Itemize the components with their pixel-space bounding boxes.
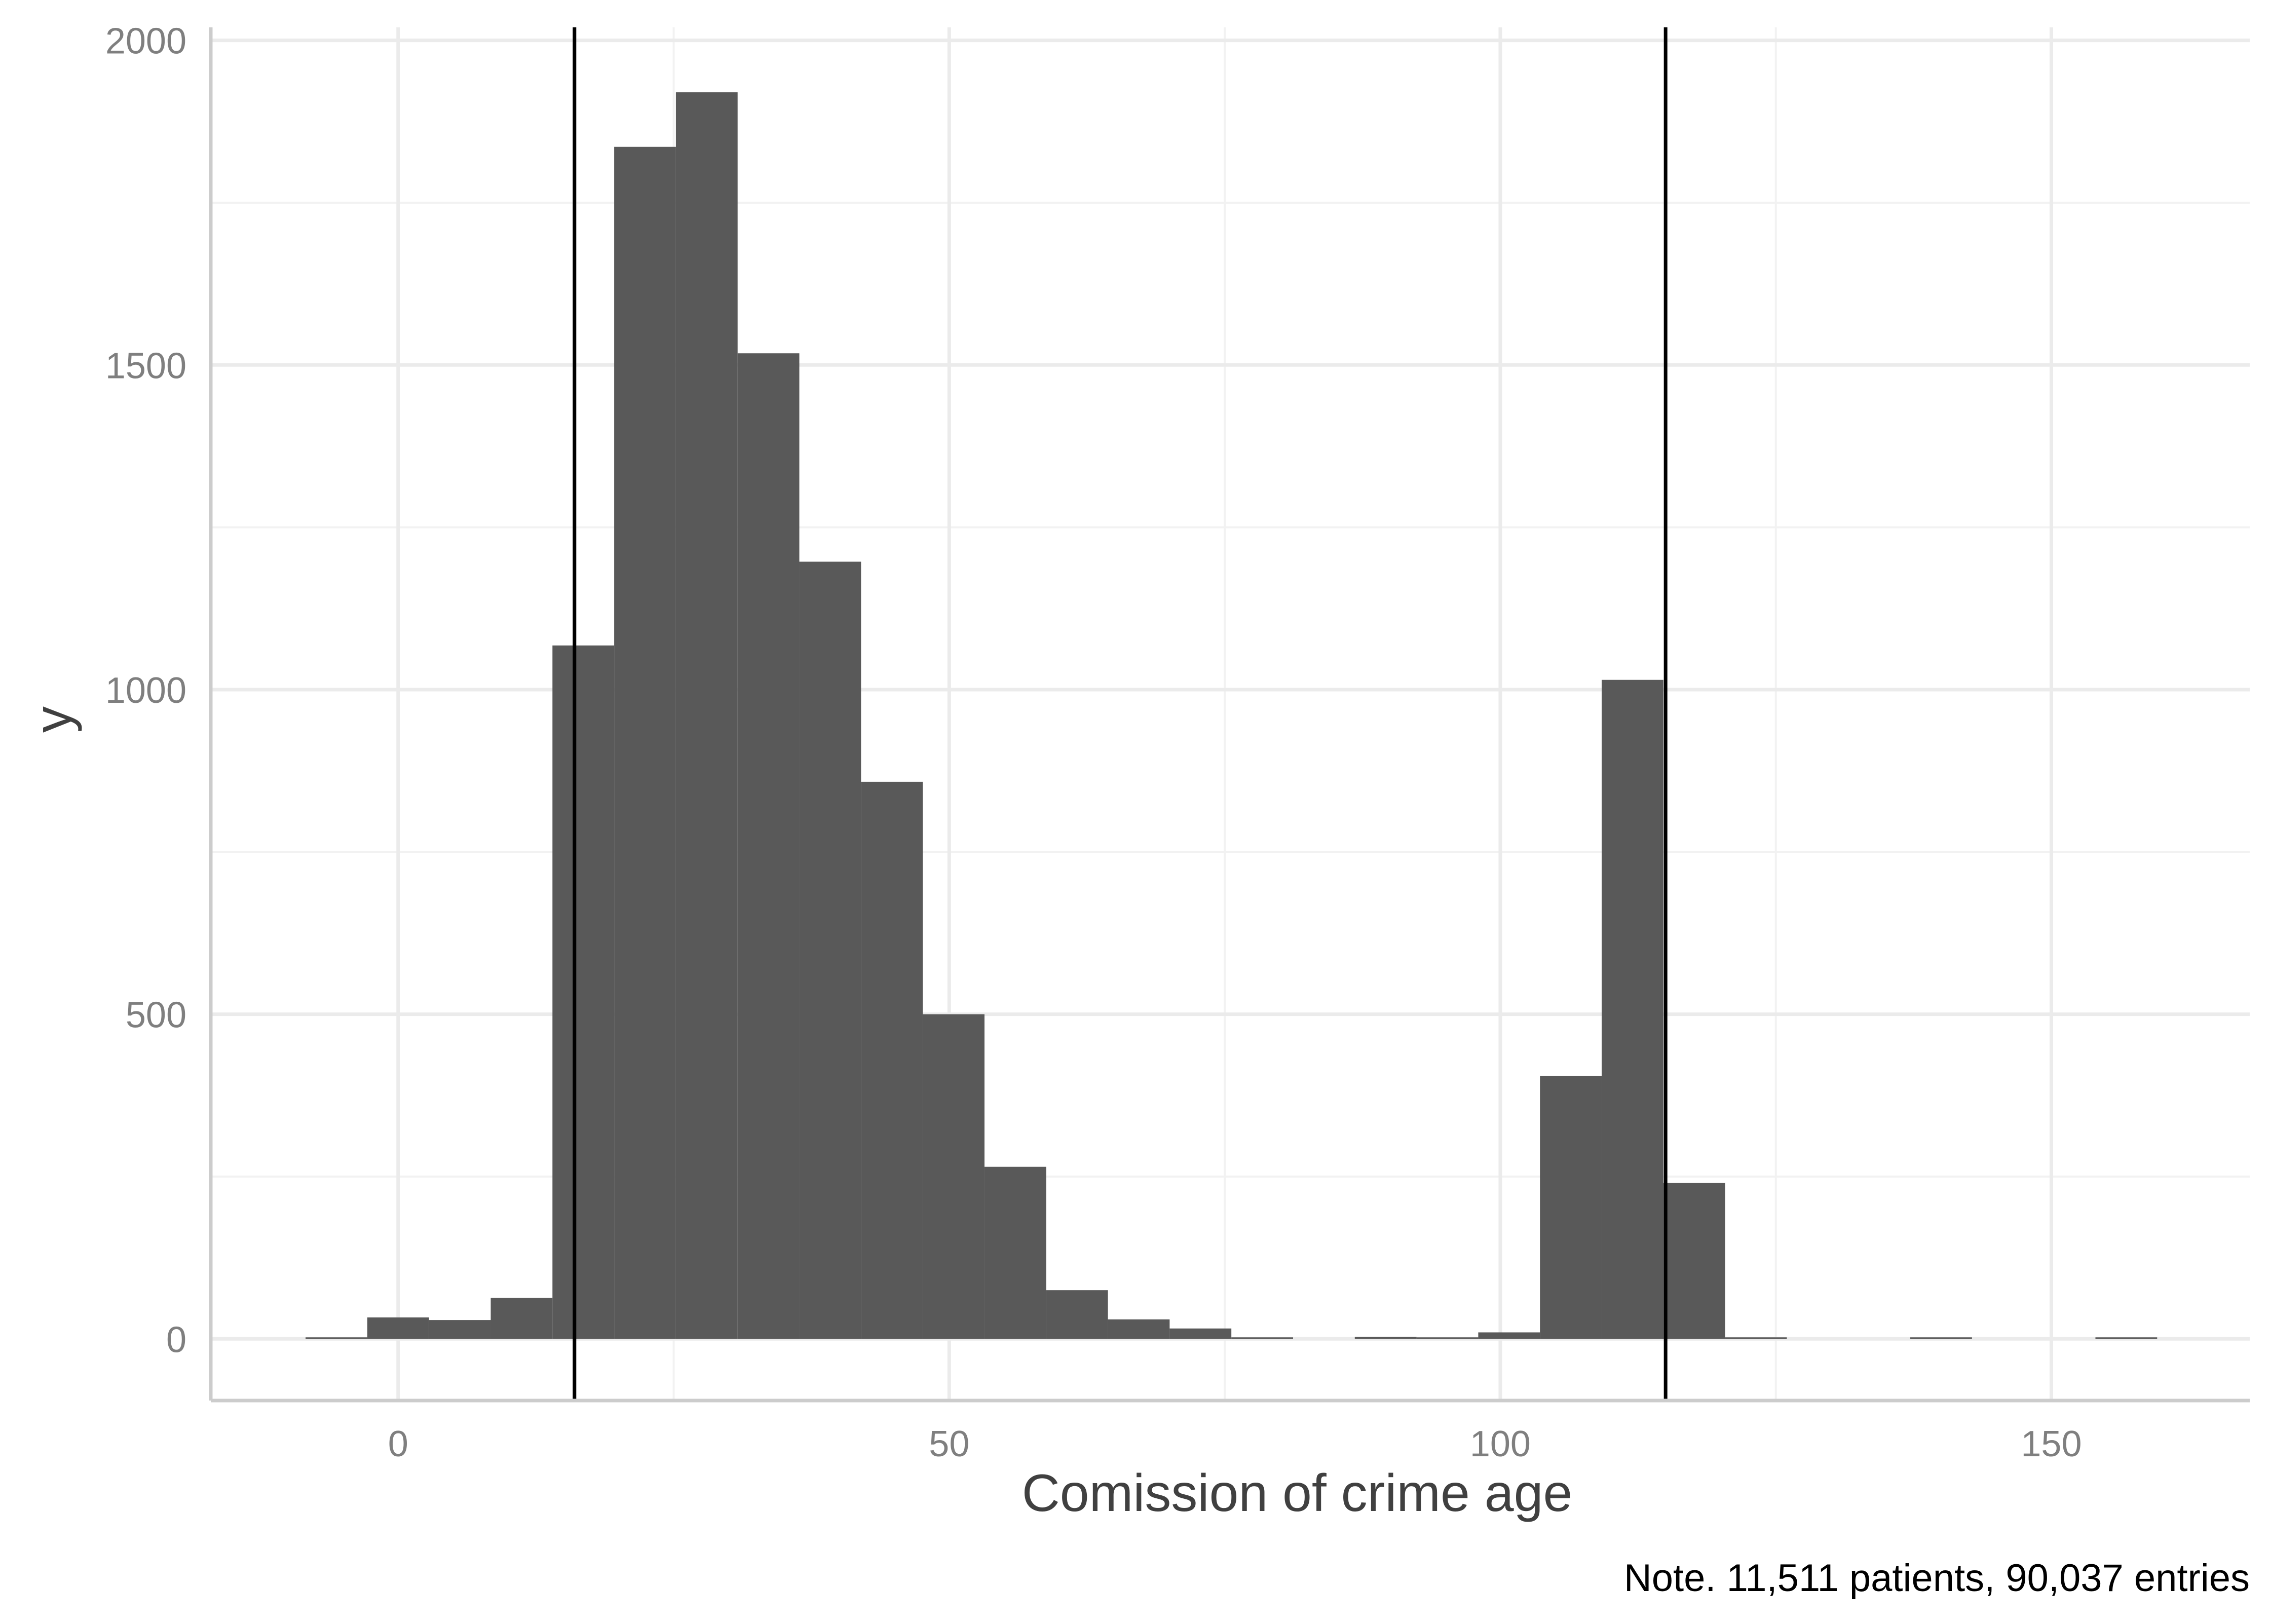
reference-lines (573, 27, 1668, 1401)
histogram-bar (1046, 1290, 1108, 1339)
histogram-bar (675, 92, 738, 1339)
x-tick-label: 100 (1470, 1424, 1531, 1464)
histogram-bar (1910, 1337, 1972, 1339)
axes (209, 27, 2250, 1403)
histogram-bar (1231, 1337, 1293, 1339)
histogram-bar (1354, 1337, 1417, 1339)
histogram-bar (923, 1014, 985, 1339)
y-axis-title: y (24, 706, 83, 733)
histogram-bar (1416, 1337, 1479, 1339)
x-tick-label: 50 (929, 1424, 969, 1464)
histogram-bar (1725, 1337, 1787, 1339)
histogram-bar (614, 146, 676, 1339)
histogram-bar (1540, 1076, 1602, 1339)
x-tick-label: 150 (2021, 1424, 2082, 1464)
histogram-bar (984, 1166, 1046, 1339)
y-tick-label: 1500 (105, 346, 186, 386)
histogram-bar (367, 1317, 429, 1339)
histogram-bars (306, 92, 2158, 1339)
histogram-bar (861, 781, 923, 1339)
histogram-bar (1108, 1319, 1170, 1339)
histogram-bar (1663, 1183, 1725, 1339)
y-tick-label: 2000 (105, 21, 186, 62)
grid-lines (211, 27, 2250, 1401)
x-tick-label: 0 (388, 1424, 408, 1464)
y-tick-label: 1000 (105, 670, 186, 711)
y-tick-label: 0 (166, 1319, 186, 1360)
histogram-bar (306, 1337, 367, 1339)
histogram-bar (490, 1298, 553, 1339)
histogram-bar (1602, 679, 1663, 1339)
y-tick-label: 500 (126, 995, 186, 1036)
histogram-bar (1169, 1328, 1232, 1339)
histogram-bar (799, 561, 861, 1339)
chart-note: Note. 11,511 patients, 90,037 entries (1624, 1557, 2250, 1600)
histogram-bar (737, 353, 800, 1339)
x-axis-title: Comission of crime age (1022, 1464, 1573, 1523)
histogram-bar (552, 645, 615, 1339)
histogram-bar (429, 1320, 491, 1339)
histogram-bar (1478, 1332, 1540, 1339)
histogram-bar (2095, 1337, 2158, 1339)
